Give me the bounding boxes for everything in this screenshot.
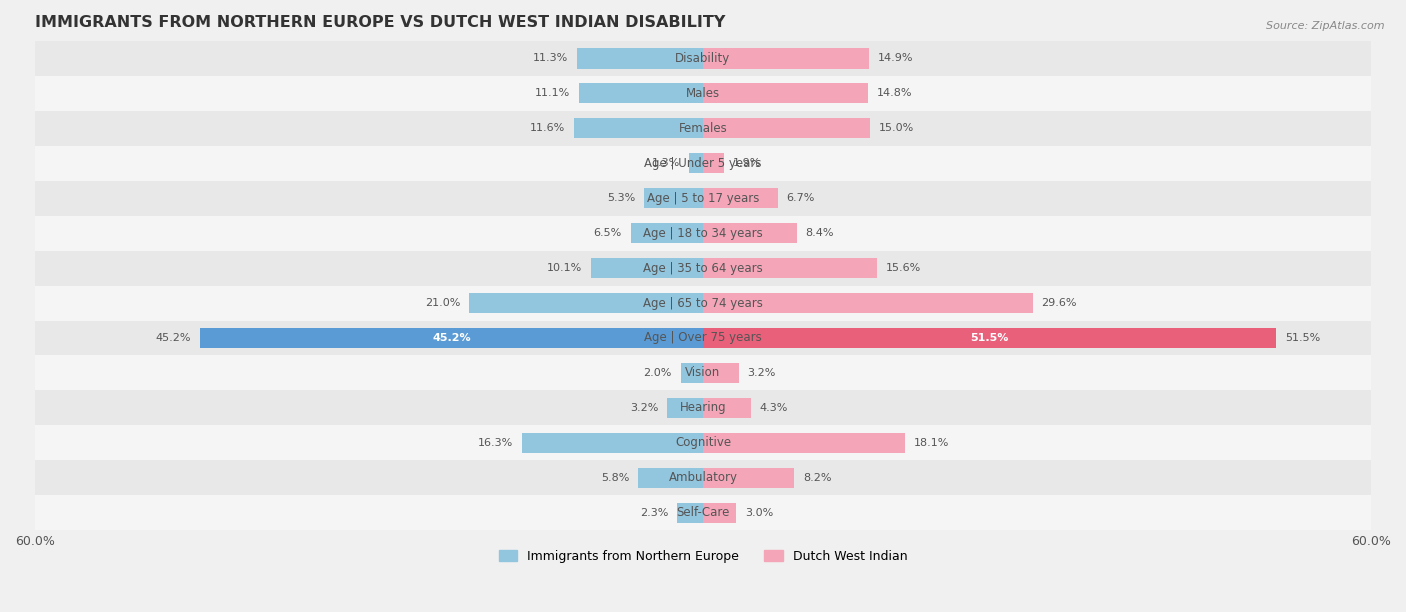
Text: Females: Females xyxy=(679,122,727,135)
Text: Ambulatory: Ambulatory xyxy=(668,471,738,484)
Text: 51.5%: 51.5% xyxy=(970,333,1010,343)
Bar xyxy=(703,502,737,523)
Text: Source: ZipAtlas.com: Source: ZipAtlas.com xyxy=(1267,21,1385,31)
Bar xyxy=(591,258,703,278)
Bar xyxy=(703,293,1032,313)
Bar xyxy=(35,181,1371,215)
Bar xyxy=(35,250,1371,286)
Text: 6.7%: 6.7% xyxy=(786,193,815,203)
Text: Cognitive: Cognitive xyxy=(675,436,731,449)
Text: 14.8%: 14.8% xyxy=(877,88,912,99)
Text: 11.3%: 11.3% xyxy=(533,53,568,64)
Text: 8.4%: 8.4% xyxy=(806,228,834,238)
Bar xyxy=(35,460,1371,495)
Text: 1.9%: 1.9% xyxy=(733,159,762,168)
Legend: Immigrants from Northern Europe, Dutch West Indian: Immigrants from Northern Europe, Dutch W… xyxy=(494,545,912,568)
Bar xyxy=(703,433,904,453)
Bar xyxy=(35,111,1371,146)
Bar xyxy=(35,356,1371,390)
Bar xyxy=(638,468,703,488)
Bar xyxy=(35,390,1371,425)
Text: 10.1%: 10.1% xyxy=(547,263,582,273)
Bar xyxy=(703,258,877,278)
Text: IMMIGRANTS FROM NORTHERN EUROPE VS DUTCH WEST INDIAN DISABILITY: IMMIGRANTS FROM NORTHERN EUROPE VS DUTCH… xyxy=(35,15,725,30)
Bar xyxy=(470,293,703,313)
Text: 16.3%: 16.3% xyxy=(478,438,513,448)
Text: Vision: Vision xyxy=(685,367,721,379)
Bar xyxy=(644,188,703,208)
Bar xyxy=(579,83,703,103)
Text: 45.2%: 45.2% xyxy=(155,333,191,343)
Text: Males: Males xyxy=(686,87,720,100)
Text: 8.2%: 8.2% xyxy=(803,473,832,483)
Bar xyxy=(35,286,1371,321)
Text: 2.3%: 2.3% xyxy=(640,508,668,518)
Bar xyxy=(631,223,703,243)
Bar xyxy=(574,118,703,138)
Bar xyxy=(703,48,869,69)
Text: Age | Under 5 years: Age | Under 5 years xyxy=(644,157,762,170)
Text: 3.2%: 3.2% xyxy=(630,403,658,413)
Bar xyxy=(678,502,703,523)
Bar xyxy=(200,328,703,348)
Text: 3.2%: 3.2% xyxy=(748,368,776,378)
Bar xyxy=(703,363,738,383)
Text: 51.5%: 51.5% xyxy=(1285,333,1320,343)
Bar xyxy=(522,433,703,453)
Text: 21.0%: 21.0% xyxy=(425,298,460,308)
Text: 29.6%: 29.6% xyxy=(1042,298,1077,308)
Bar xyxy=(703,118,870,138)
Text: 1.3%: 1.3% xyxy=(651,159,679,168)
Bar xyxy=(35,425,1371,460)
Text: Hearing: Hearing xyxy=(679,401,727,414)
Text: Age | 18 to 34 years: Age | 18 to 34 years xyxy=(643,226,763,240)
Bar xyxy=(703,223,797,243)
Bar xyxy=(703,153,724,173)
Text: 14.9%: 14.9% xyxy=(877,53,914,64)
Text: 6.5%: 6.5% xyxy=(593,228,621,238)
Text: Disability: Disability xyxy=(675,52,731,65)
Text: Age | Over 75 years: Age | Over 75 years xyxy=(644,332,762,345)
Text: 3.0%: 3.0% xyxy=(745,508,773,518)
Text: 4.3%: 4.3% xyxy=(759,403,789,413)
Bar xyxy=(703,328,1277,348)
Text: Age | 5 to 17 years: Age | 5 to 17 years xyxy=(647,192,759,204)
Text: 5.3%: 5.3% xyxy=(607,193,636,203)
Text: 5.8%: 5.8% xyxy=(602,473,630,483)
Bar xyxy=(35,41,1371,76)
Text: 15.0%: 15.0% xyxy=(879,123,914,133)
Bar xyxy=(703,188,778,208)
Bar xyxy=(35,76,1371,111)
Text: Age | 65 to 74 years: Age | 65 to 74 years xyxy=(643,297,763,310)
Bar xyxy=(689,153,703,173)
Text: 11.6%: 11.6% xyxy=(530,123,565,133)
Text: 45.2%: 45.2% xyxy=(432,333,471,343)
Bar xyxy=(668,398,703,418)
Bar xyxy=(35,321,1371,356)
Text: Age | 35 to 64 years: Age | 35 to 64 years xyxy=(643,261,763,275)
Text: 2.0%: 2.0% xyxy=(644,368,672,378)
Text: 11.1%: 11.1% xyxy=(536,88,571,99)
Text: Self-Care: Self-Care xyxy=(676,506,730,519)
Bar xyxy=(703,83,868,103)
Bar xyxy=(703,468,794,488)
Text: 18.1%: 18.1% xyxy=(914,438,949,448)
Bar xyxy=(35,495,1371,530)
Bar xyxy=(681,363,703,383)
Bar xyxy=(35,146,1371,181)
Text: 15.6%: 15.6% xyxy=(886,263,921,273)
Bar xyxy=(578,48,703,69)
Bar xyxy=(35,215,1371,250)
Bar xyxy=(703,398,751,418)
